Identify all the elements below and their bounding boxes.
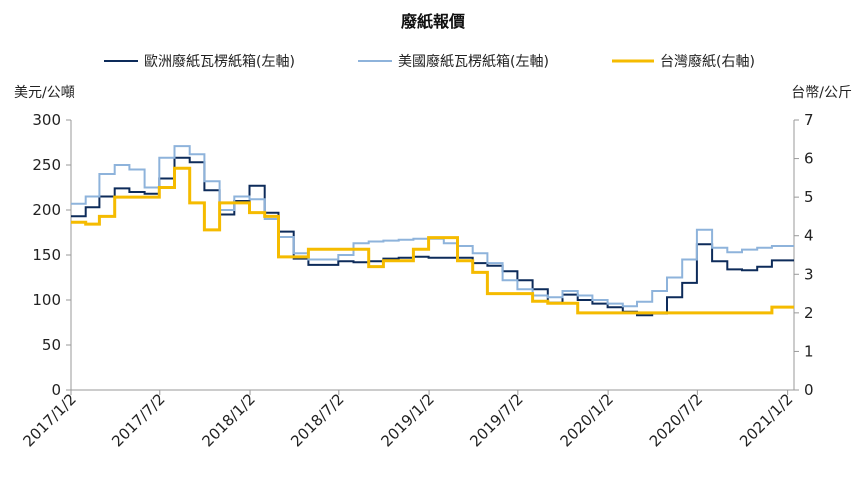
series-line-0	[71, 156, 794, 317]
left-tick-label: 250	[32, 156, 61, 174]
x-tick-label: 2017/7/2	[108, 390, 168, 450]
x-tick-label: 2020/7/2	[646, 390, 706, 450]
right-tick-label: 6	[804, 150, 814, 168]
right-tick-label: 5	[804, 188, 814, 206]
left-tick-label: 50	[42, 336, 61, 354]
series-layer	[71, 145, 794, 317]
right-tick-label: 4	[804, 227, 814, 245]
left-tick-label: 300	[32, 111, 61, 129]
x-tick-label: 2020/1/2	[557, 390, 617, 450]
series-line-2	[71, 166, 794, 315]
legend-label-0: 歐洲廢紙瓦楞紙箱(左軸)	[144, 53, 295, 70]
legend-label-1: 美國廢紙瓦楞紙箱(左軸)	[398, 53, 549, 70]
x-tick-label: 2021/1/2	[736, 390, 796, 450]
legend: 歐洲廢紙瓦楞紙箱(左軸) 美國廢紙瓦楞紙箱(左軸) 台灣廢紙(右軸)	[104, 53, 755, 70]
ticks-layer: 0 50 100 150 200 250 300 0 1 2 3 4 5 6 7 2017/1/2 2017/7…	[19, 111, 813, 450]
left-axis-unit: 美元/公噸	[14, 85, 75, 101]
right-axis-unit: 台幣/公斤	[791, 85, 852, 101]
left-tick-label: 0	[51, 381, 61, 399]
left-tick-label: 200	[32, 201, 61, 219]
axes	[70, 120, 795, 391]
right-tick-label: 0	[804, 381, 814, 399]
x-tick-label: 2018/1/2	[198, 390, 258, 450]
right-tick-label: 1	[804, 342, 814, 360]
right-tick-label: 7	[804, 111, 814, 129]
left-tick-label: 150	[32, 246, 61, 264]
x-tick-label: 2018/7/2	[287, 390, 347, 450]
left-tick-label: 100	[32, 291, 61, 309]
right-tick-label: 3	[804, 265, 814, 283]
chart-title: 廢紙報價	[401, 12, 466, 31]
right-tick-label: 2	[804, 304, 814, 322]
x-tick-label: 2017/1/2	[19, 390, 79, 450]
x-tick-label: 2019/7/2	[466, 390, 526, 450]
legend-label-2: 台灣廢紙(右軸)	[660, 53, 755, 70]
x-tick-label: 2019/1/2	[378, 390, 438, 450]
